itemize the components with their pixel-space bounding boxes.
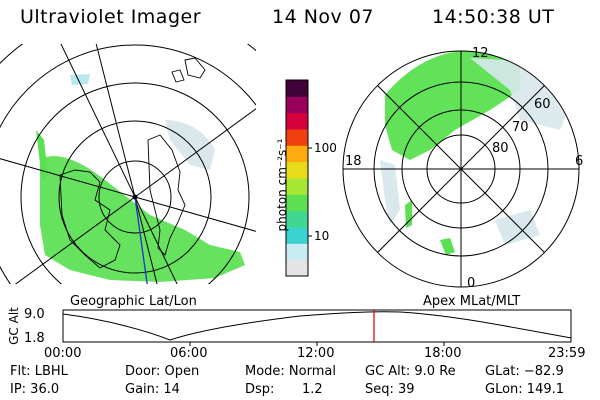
- mlt-label-12: 12: [472, 46, 489, 61]
- mlt-label-18: 18: [345, 154, 362, 169]
- timeline-x-tick: 00:00: [44, 346, 82, 361]
- mode-info: Mode: Normal: [245, 364, 336, 379]
- colorbar-swatch: [286, 80, 308, 97]
- geo-panel-label: Geographic Lat/Lon: [70, 294, 197, 309]
- instrument-title: Ultraviolet Imager: [20, 6, 202, 28]
- geo-aurora-edge: [36, 130, 48, 180]
- colorbar-swatch: [286, 178, 308, 195]
- continent-outline: [147, 134, 186, 256]
- geo-aurora-region: [40, 156, 245, 282]
- timeline-y-max: 9.0: [24, 307, 45, 322]
- glon-info: GLon: 149.1: [485, 382, 565, 397]
- timeline-y-min: 1.8: [24, 331, 45, 346]
- seq-info: Seq: 39: [365, 382, 415, 397]
- colorbar-swatch: [286, 112, 308, 130]
- mlat-label-80: 80: [492, 141, 509, 156]
- colorbar-tick-100: 100: [314, 141, 337, 155]
- colorbar-swatch: [286, 243, 308, 261]
- timeline-y-label: GC Alt: [7, 307, 21, 345]
- observation-date: 14 Nov 07: [272, 6, 375, 28]
- geo-pole-marker: [132, 194, 138, 200]
- mlat-label-60: 60: [534, 97, 551, 112]
- altitude-timeline: [62, 309, 572, 346]
- apex-panel-label: Apex MLat/MLT: [423, 294, 521, 309]
- glat-info: GLat: −82.9: [485, 364, 564, 379]
- apex-aurora-region: [385, 51, 520, 160]
- dsp-info-label: Dsp:: [245, 382, 275, 397]
- ip-info: IP: 36.0: [10, 382, 60, 397]
- apex-aurora-patch: [405, 200, 412, 228]
- colorbar-swatch: [286, 227, 308, 244]
- timeline-x-tick: 06:00: [170, 346, 208, 361]
- gain-info: Gain: 14: [125, 382, 180, 397]
- apex-boundary: [342, 50, 580, 288]
- colorbar-swatch: [286, 145, 308, 163]
- altitude-curve: [62, 311, 572, 341]
- dsp-info-value: 1.2: [302, 382, 323, 397]
- observation-time: 14:50:38 UT: [432, 6, 555, 28]
- mlt-label-0: 0: [467, 276, 476, 291]
- apex-faint-region: [380, 160, 400, 225]
- terminator-line: [134, 196, 148, 284]
- timeline-x-tick: 23:59: [548, 346, 586, 361]
- colorbar-unit-label: photon cm⁻²s⁻¹: [275, 138, 289, 232]
- filter-info: Flt: LBHL: [10, 364, 68, 379]
- apex-map: [343, 51, 579, 287]
- geo-faint-patch: [70, 74, 90, 85]
- mlt-label-6: 6: [575, 154, 584, 169]
- door-info: Door: Open: [125, 364, 200, 379]
- colorbar: [285, 79, 312, 277]
- geographic-map: [0, 44, 256, 284]
- mlat-label-70: 70: [512, 120, 529, 135]
- island-outline: [171, 57, 206, 83]
- apex-aurora-patch: [440, 238, 455, 255]
- colorbar-swatch: [286, 161, 308, 179]
- colorbar-tick-10: 10: [314, 229, 330, 243]
- gc-alt-info: GC Alt: 9.0 Re: [365, 364, 456, 379]
- colorbar-swatch: [286, 259, 308, 277]
- colorbar-swatch: [286, 96, 308, 114]
- colorbar-swatch: [286, 210, 308, 228]
- timeline-x-tick: 18:00: [424, 346, 462, 361]
- timeline-x-tick: 12:00: [297, 346, 335, 361]
- colorbar-swatch: [286, 194, 308, 212]
- colorbar-swatch: [286, 129, 308, 146]
